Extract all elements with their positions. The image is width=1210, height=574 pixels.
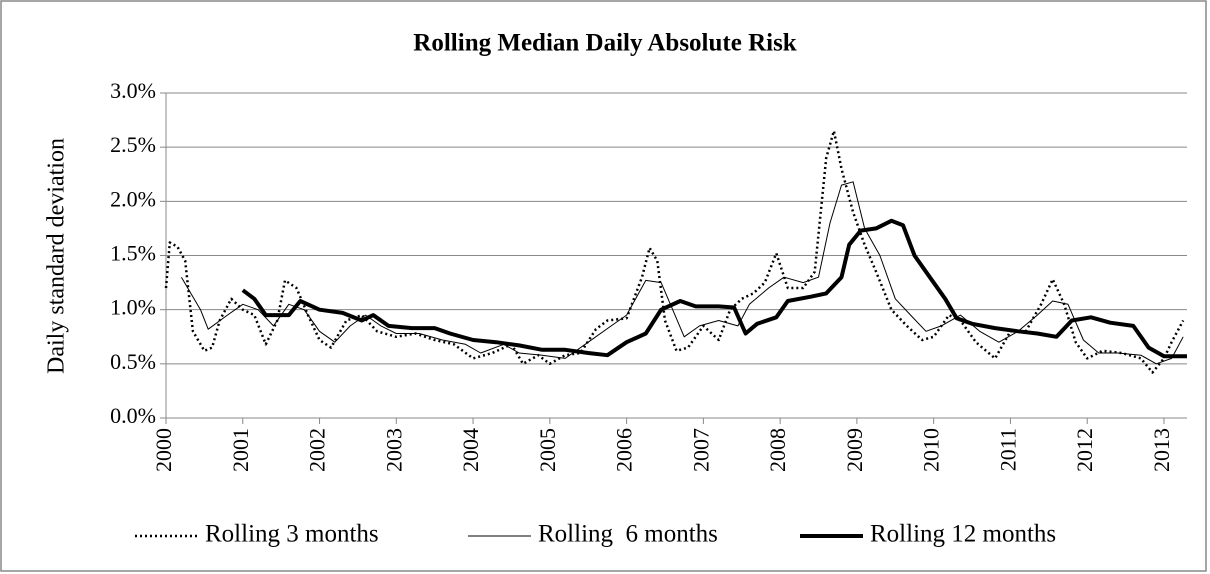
- x-tick-label: 2008: [765, 428, 790, 472]
- chart-title: Rolling Median Daily Absolute Risk: [413, 30, 796, 57]
- y-axis-label: Daily standard deviation: [44, 138, 70, 374]
- y-tick-label: 1.0%: [110, 295, 156, 320]
- x-tick-label: 2002: [305, 428, 330, 472]
- series-line: [241, 218, 1187, 359]
- series-line: [164, 129, 1185, 374]
- x-tick-label: 2011: [995, 428, 1020, 471]
- x-tick-label: 2009: [842, 428, 867, 472]
- legend-label: Rolling 12 months: [870, 521, 1056, 548]
- x-tick-label: 2006: [612, 428, 637, 472]
- x-tick-label: 2003: [381, 428, 406, 472]
- y-tick-label: 0.5%: [110, 349, 156, 374]
- y-tick-label: 0.0%: [110, 403, 156, 428]
- x-tick-label: 2010: [919, 428, 944, 472]
- x-tick-label: 2000: [151, 428, 176, 472]
- x-tick-label: 2004: [458, 428, 483, 472]
- x-tick-label: 2005: [535, 428, 560, 472]
- y-tick-label: 2.0%: [110, 186, 156, 211]
- y-tick-label: 1.5%: [110, 241, 156, 266]
- x-tick-label: 2001: [228, 428, 253, 472]
- x-tick-label: 2012: [1072, 428, 1097, 472]
- x-tick-label: 2013: [1149, 428, 1174, 472]
- legend-label: Rolling 3 months: [205, 521, 379, 548]
- y-tick-label: 3.0%: [110, 78, 156, 103]
- legend-label: Rolling 6 months: [538, 521, 718, 548]
- x-tick-label: 2007: [688, 428, 713, 472]
- y-tick-label: 2.5%: [110, 132, 156, 157]
